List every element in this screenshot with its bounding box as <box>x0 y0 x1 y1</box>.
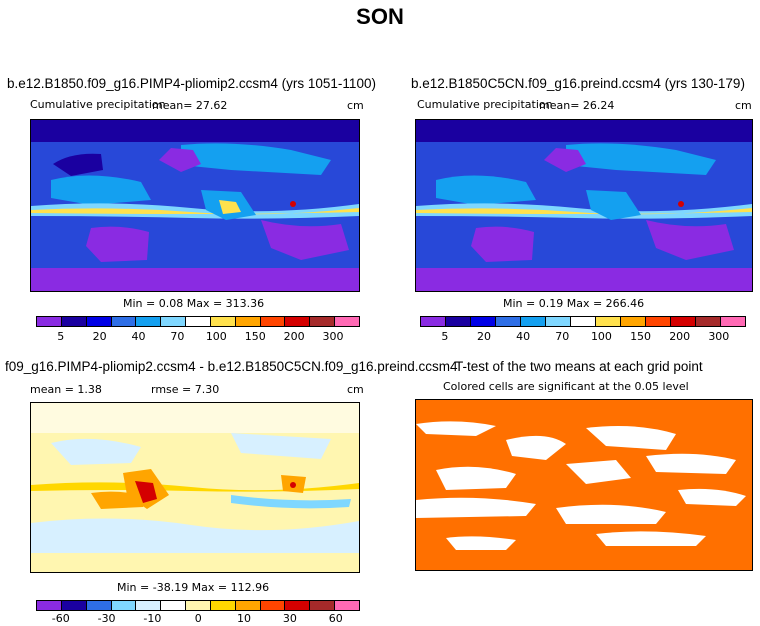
panel2-title: b.e12.B1850C5CN.f09_g16.preind.ccsm4 (yr… <box>411 76 745 91</box>
colorbar-swatch <box>260 601 286 610</box>
colorbar-tick-label: 40 <box>516 330 531 343</box>
colorbar-swatch <box>235 601 261 610</box>
colorbar-tick-label: 150 <box>630 330 652 343</box>
colorbar-swatch <box>310 317 336 326</box>
colorbar-tick-label: 0 <box>194 612 202 625</box>
colorbar-swatch <box>421 317 446 326</box>
colorbar-swatch <box>37 601 62 610</box>
panel4-subtitle: Colored cells are significant at the 0.0… <box>443 380 689 393</box>
colorbar-swatch <box>111 317 137 326</box>
panel1-colorbar <box>36 316 360 327</box>
colorbar-swatch <box>621 317 646 326</box>
colorbar-tick-label: 20 <box>477 330 492 343</box>
colorbar-swatch <box>721 317 745 326</box>
colorbar-tick-label: 300 <box>322 330 344 343</box>
panel1-mean: mean= 27.62 <box>152 99 228 112</box>
colorbar-swatch <box>235 317 261 326</box>
colorbar-tick-label: 300 <box>708 330 730 343</box>
panel2-colorbar <box>420 316 746 327</box>
colorbar-swatch <box>521 317 546 326</box>
colorbar-swatch <box>161 601 187 610</box>
panel1-title: b.e12.B1850.f09_g16.PIMP4-pliomip2.ccsm4… <box>7 76 376 91</box>
colorbar-swatch <box>210 317 236 326</box>
colorbar-tick-label: 40 <box>131 330 146 343</box>
colorbar-swatch <box>335 317 359 326</box>
colorbar-tick-label: 200 <box>669 330 691 343</box>
colorbar-tick-label: 200 <box>283 330 305 343</box>
panel3-title: f09_g16.PIMP4-pliomip2.ccsm4 - b.e12.B18… <box>5 359 458 374</box>
colorbar-tick-label: 100 <box>205 330 227 343</box>
colorbar-tick-label: -60 <box>51 612 70 625</box>
colorbar-swatch <box>571 317 596 326</box>
colorbar-swatch <box>546 317 571 326</box>
colorbar-tick-label: 20 <box>92 330 107 343</box>
colorbar-tick-label: 10 <box>237 612 252 625</box>
colorbar-tick-label: 60 <box>328 612 343 625</box>
colorbar-swatch <box>186 601 211 610</box>
colorbar-swatch <box>210 601 236 610</box>
colorbar-swatch <box>496 317 521 326</box>
colorbar-tick-label: 30 <box>282 612 297 625</box>
panel3-colorbar <box>36 600 360 611</box>
colorbar-tick-label: 5 <box>57 330 65 343</box>
panel2-minmax: Min = 0.19 Max = 266.46 <box>503 297 645 310</box>
panel2-subtitle: Cumulative precipitation <box>417 98 553 111</box>
colorbar-swatch <box>37 317 62 326</box>
panel2-mean: mean= 26.24 <box>539 99 615 112</box>
colorbar-swatch <box>671 317 696 326</box>
colorbar-swatch <box>86 601 112 610</box>
panel1-units: cm <box>347 99 364 112</box>
panel3-mean: mean = 1.38 <box>30 383 102 396</box>
colorbar-swatch <box>310 601 336 610</box>
panel3-minmax: Min = -38.19 Max = 112.96 <box>117 581 270 594</box>
panel4-map <box>415 399 753 571</box>
colorbar-swatch <box>285 601 311 610</box>
panel1-minmax: Min = 0.08 Max = 313.36 <box>123 297 265 310</box>
figure-title: SON <box>356 4 404 29</box>
colorbar-tick-label: 70 <box>170 330 185 343</box>
panel3-rmse: rmse = 7.30 <box>151 383 220 396</box>
colorbar-swatch <box>446 317 471 326</box>
colorbar-swatch <box>696 317 721 326</box>
colorbar-swatch <box>596 317 621 326</box>
colorbar-swatch <box>61 601 87 610</box>
colorbar-swatch <box>111 601 137 610</box>
colorbar-swatch <box>646 317 671 326</box>
colorbar-swatch <box>136 317 162 326</box>
colorbar-swatch <box>86 317 112 326</box>
colorbar-tick-label: -10 <box>143 612 162 625</box>
colorbar-tick-label: 100 <box>590 330 612 343</box>
panel1-subtitle: Cumulative precipitation <box>30 98 166 111</box>
colorbar-swatch <box>61 317 87 326</box>
colorbar-swatch <box>136 601 162 610</box>
colorbar-swatch <box>285 317 311 326</box>
colorbar-swatch <box>186 317 211 326</box>
colorbar-swatch <box>471 317 496 326</box>
panel2-map <box>415 119 753 292</box>
panel1-map <box>30 119 360 292</box>
colorbar-tick-label: -30 <box>97 612 116 625</box>
colorbar-swatch <box>335 601 359 610</box>
panel4-title: T-test of the two means at each grid poi… <box>455 359 703 374</box>
colorbar-tick-label: 70 <box>555 330 570 343</box>
colorbar-swatch <box>260 317 286 326</box>
colorbar-swatch <box>161 317 187 326</box>
panel3-map <box>30 402 360 573</box>
panel3-units: cm <box>347 383 364 396</box>
colorbar-tick-label: 5 <box>441 330 449 343</box>
colorbar-tick-label: 150 <box>244 330 266 343</box>
panel2-units: cm <box>735 99 752 112</box>
